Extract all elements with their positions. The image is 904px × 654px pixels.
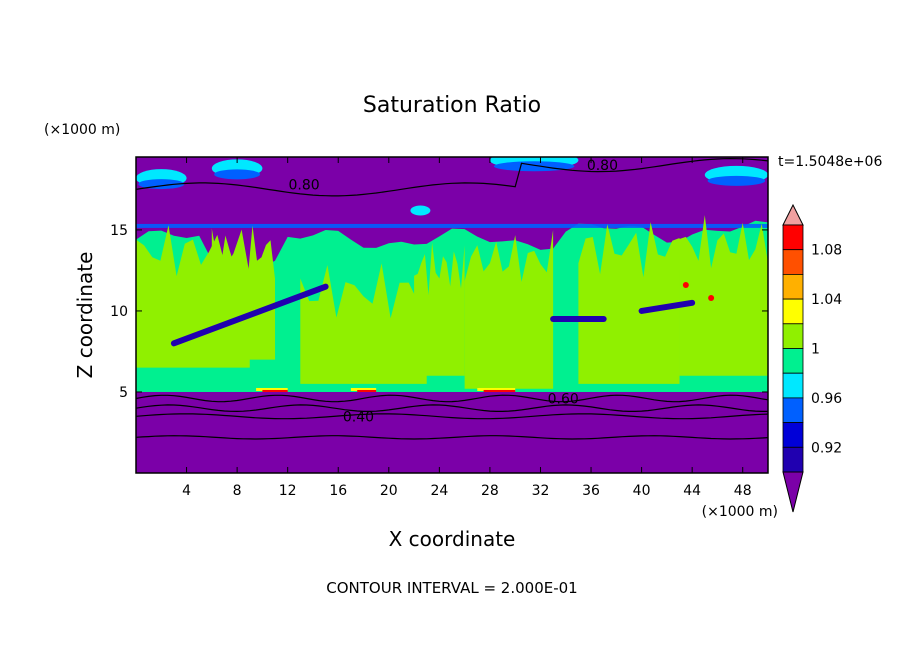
contour-label: 0.40 [343, 409, 374, 425]
y-tick-label: 15 [110, 223, 128, 239]
x-axis-label: X coordinate [389, 527, 516, 551]
x-tick-label: 24 [430, 483, 448, 499]
plume-region [464, 230, 554, 389]
colorbar-tick-label: 0.96 [811, 391, 842, 407]
colorbar-bin [782, 422, 804, 448]
lower-dry-region [136, 391, 768, 473]
contour-0.50 [136, 404, 768, 413]
cloud-base-streak [483, 389, 516, 392]
x-axis-ticks: 4 8 12 16 20 24 28 32 36 40 44 48 [182, 157, 752, 499]
colorbar-bin [782, 397, 804, 423]
contour-0.80 [136, 157, 768, 197]
dry-intrusion [170, 283, 329, 347]
x-tick-label: 4 [182, 483, 191, 499]
x-unit-label: (×1000 m) [702, 504, 778, 520]
x-tick-label: 8 [233, 483, 242, 499]
contour-labels: 0.80 0.80 0.60 0.40 [289, 158, 618, 425]
x-tick-label: 28 [481, 483, 499, 499]
contour-label: 0.60 [548, 391, 579, 407]
cloud-base-streak [477, 387, 516, 391]
time-label: t=1.5048e+06 [778, 154, 882, 170]
x-tick-label: 40 [633, 483, 651, 499]
contour-interval-note: CONTOUR INTERVAL = 2.000E-01 [326, 579, 577, 597]
y-axis-label: Z coordinate [73, 252, 97, 379]
contour-field [136, 157, 768, 473]
x-tick-label: 12 [279, 483, 297, 499]
colorbar-bin [782, 273, 804, 300]
y-unit-label: (×1000 m) [44, 122, 120, 138]
plume-region [578, 222, 680, 384]
supersaturation-spot [682, 282, 689, 289]
contour-0.40 [136, 413, 768, 420]
x-tick-label: 20 [380, 483, 398, 499]
y-tick-label: 10 [110, 304, 128, 320]
x-tick-label: 44 [683, 483, 701, 499]
cloud-base-streak [350, 387, 377, 391]
cloud-base-streak [357, 389, 377, 392]
colorbar-tick-label: 0.92 [811, 440, 842, 456]
colorbar-bin [782, 249, 804, 275]
x-tick-label: 36 [582, 483, 600, 499]
colorbar: 0.92 0.96 1 1.04 1.08 [782, 203, 842, 513]
colorbar-tick-label: 1.04 [811, 292, 842, 308]
plume-region [414, 242, 465, 376]
y-axis-ticks: 5 10 15 [110, 223, 768, 401]
chart-title: Saturation Ratio [363, 93, 541, 118]
x-tick-label: 32 [532, 483, 550, 499]
plume-region [300, 263, 427, 384]
plume-region [679, 215, 768, 376]
colorbar-bin [782, 323, 804, 349]
upper-wisp-edge [214, 169, 261, 180]
upper-wisp [410, 205, 431, 216]
plot-frame [135, 156, 769, 474]
colorbar-bin [782, 224, 804, 251]
x-tick-label: 16 [329, 483, 347, 499]
dry-intrusion [638, 299, 696, 314]
colorbar-bin [782, 298, 804, 325]
y-tick-label: 5 [119, 385, 128, 401]
colorbar-max-arrow [782, 203, 804, 226]
contour-0.20 [136, 435, 768, 440]
contour-label: 0.80 [587, 158, 618, 174]
colorbar-min-arrow [782, 471, 804, 513]
colorbar-bin [782, 446, 804, 473]
colorbar-bin [782, 372, 804, 399]
x-tick-label: 48 [734, 483, 752, 499]
moist-band-edge [136, 223, 768, 228]
colorbar-bin [782, 348, 804, 374]
contour-0.60 [136, 394, 768, 403]
colorbar-tick-label: 1.08 [811, 243, 842, 259]
supersaturation-spot [708, 294, 715, 301]
contour-label: 0.80 [289, 178, 320, 194]
cloud-base-streak [262, 389, 288, 392]
upper-wisp-edge [707, 175, 766, 186]
cloud-base-streak [256, 387, 288, 391]
colorbar-tick-label: 1 [811, 342, 820, 358]
upper-wisp-edge [138, 179, 185, 190]
